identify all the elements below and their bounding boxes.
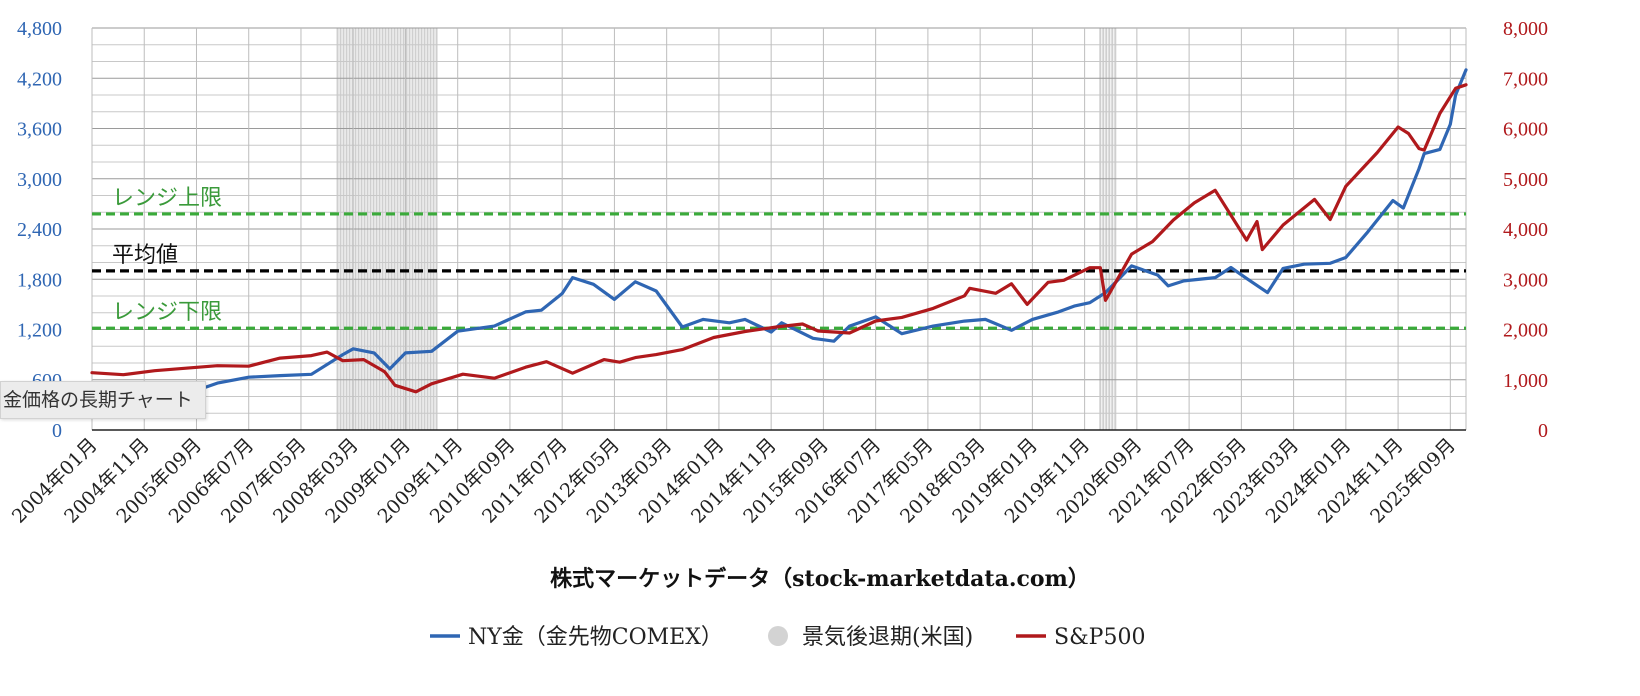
y-left-tick-label: 1,800 bbox=[17, 269, 62, 291]
legend-label: NY金（金先物COMEX） bbox=[468, 625, 723, 650]
y-left-tick-label: 2,400 bbox=[17, 219, 62, 241]
y-right-tick-label: 7,000 bbox=[1503, 68, 1548, 90]
legend-label: S&P500 bbox=[1054, 625, 1145, 650]
y-left-tick-label: 1,200 bbox=[17, 320, 62, 342]
y-right-tick-label: 1,000 bbox=[1503, 370, 1548, 392]
series-lines bbox=[90, 68, 1468, 399]
legend: NY金（金先物COMEX） 景気後退期(米国) S&P500 bbox=[430, 625, 1145, 650]
y-right-tick-label: 8,000 bbox=[1503, 18, 1548, 40]
y-right-tick-label: 2,000 bbox=[1503, 320, 1548, 342]
y-right-tick-label: 4,000 bbox=[1503, 219, 1548, 241]
reference-line-label: 平均値 bbox=[112, 243, 178, 268]
chart-tooltip: 金価格の長期チャート bbox=[0, 381, 206, 419]
x-axis-title: 株式マーケットデータ（stock-marketdata.com） bbox=[550, 566, 1090, 592]
y-left-tick-label: 0 bbox=[52, 420, 62, 442]
reference-line-label: レンジ上限 bbox=[112, 186, 222, 211]
legend-swatch bbox=[768, 626, 788, 646]
y-right-tick-label: 3,000 bbox=[1503, 269, 1548, 291]
reference-line-label: レンジ下限 bbox=[112, 300, 222, 325]
y-left-tick-label: 4,800 bbox=[17, 18, 62, 40]
series-line bbox=[90, 83, 1468, 394]
grid-lines bbox=[91, 27, 1467, 431]
y-right-tick-label: 5,000 bbox=[1503, 169, 1548, 191]
legend-label: 景気後退期(米国) bbox=[802, 625, 973, 650]
series-line bbox=[90, 68, 1468, 399]
axes: 06001,2001,8002,4003,0003,6004,2004,8000… bbox=[8, 18, 1548, 528]
y-right-tick-label: 6,000 bbox=[1503, 119, 1548, 141]
y-left-tick-label: 3,000 bbox=[17, 169, 62, 191]
y-left-tick-label: 4,200 bbox=[17, 68, 62, 90]
y-left-tick-label: 3,600 bbox=[17, 119, 62, 141]
y-right-tick-label: 0 bbox=[1538, 420, 1548, 442]
